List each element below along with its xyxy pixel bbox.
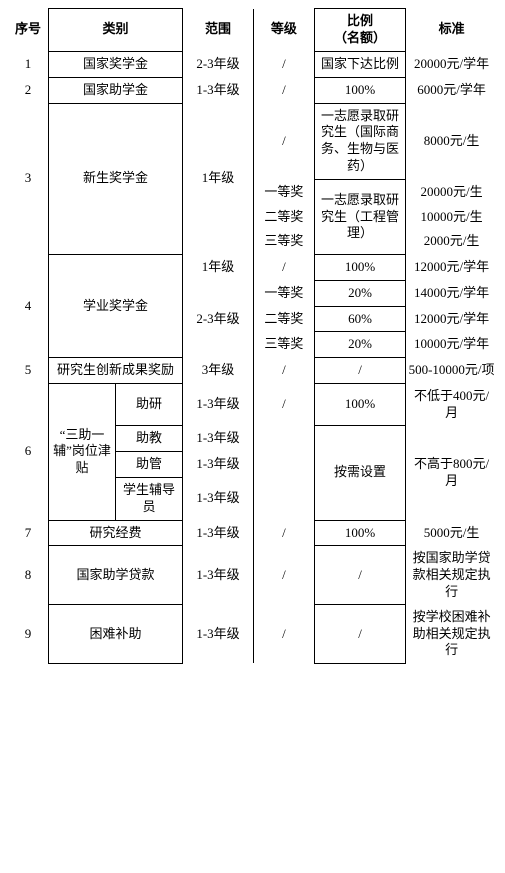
cell-grade: / <box>254 103 315 180</box>
cell-seq: 9 <box>8 605 49 664</box>
cell-seq: 3 <box>8 103 49 254</box>
cell-grade: / <box>254 384 315 426</box>
cell-std: 8000元/生 <box>406 103 497 180</box>
col-ratio: 比例 （名额） <box>314 9 405 52</box>
table-row: 9 困难补助 1-3年级 / / 按学校困难补助相关规定执行 <box>8 605 497 664</box>
cell-grade: 三等奖 <box>254 332 315 358</box>
cell-std: 不低于400元/月 <box>406 384 497 426</box>
col-seq: 序号 <box>8 9 49 52</box>
table-row: 7 研究经费 1-3年级 / 100% 5000元/生 <box>8 520 497 546</box>
cell-category: 国家助学贷款 <box>49 546 183 605</box>
cell-scope: 1-3年级 <box>183 426 254 452</box>
cell-ratio: / <box>314 358 405 384</box>
cell-category: 研究生创新成果奖励 <box>49 358 183 384</box>
cell-grade: 一等奖 <box>254 180 315 205</box>
cell-ratio: 100% <box>314 384 405 426</box>
cell-category: 新生奖学金 <box>49 103 183 254</box>
cell-seq: 5 <box>8 358 49 384</box>
cell-ratio: 一志愿录取研究生（国际商务、生物与医药） <box>314 103 405 180</box>
cell-ratio: 国家下达比例 <box>314 51 405 77</box>
table-row: 6 “三助一辅”岗位津贴 助研 1-3年级 / 100% 不低于400元/月 <box>8 384 497 426</box>
cell-ratio: / <box>314 546 405 605</box>
cell-std: 500-10000元/项 <box>406 358 497 384</box>
cell-seq: 1 <box>8 51 49 77</box>
cell-scope: 1-3年级 <box>183 520 254 546</box>
cell-grade: 二等奖 <box>254 205 315 230</box>
cell-ratio: 20% <box>314 280 405 306</box>
table-row: 1 国家奖学金 2-3年级 / 国家下达比例 20000元/学年 <box>8 51 497 77</box>
cell-scope: 1-3年级 <box>183 451 254 477</box>
cell-ratio: 60% <box>314 306 405 332</box>
cell-role: 助教 <box>116 426 183 452</box>
cell-grade: / <box>254 51 315 77</box>
cell-ratio: 按需设置 <box>314 426 405 521</box>
cell-seq: 8 <box>8 546 49 605</box>
cell-scope: 1-3年级 <box>183 77 254 103</box>
cell-ratio: 100% <box>314 77 405 103</box>
cell-std: 20000元/学年 <box>406 51 497 77</box>
cell-std: 14000元/学年 <box>406 280 497 306</box>
cell-category: 研究经费 <box>49 520 183 546</box>
cell-grade <box>254 426 315 521</box>
col-grade: 等级 <box>254 9 315 52</box>
cell-grade: 一等奖 <box>254 280 315 306</box>
cell-std: 12000元/学年 <box>406 254 497 280</box>
cell-std: 12000元/学年 <box>406 306 497 332</box>
cell-std: 按国家助学贷款相关规定执行 <box>406 546 497 605</box>
table-row: 8 国家助学贷款 1-3年级 / / 按国家助学贷款相关规定执行 <box>8 546 497 605</box>
cell-category: 国家助学金 <box>49 77 183 103</box>
cell-grade: / <box>254 77 315 103</box>
col-standard: 标准 <box>406 9 497 52</box>
cell-scope: 1-3年级 <box>183 546 254 605</box>
cell-ratio: / <box>314 605 405 664</box>
table-row: 5 研究生创新成果奖励 3年级 / / 500-10000元/项 <box>8 358 497 384</box>
cell-std: 2000元/生 <box>406 229 497 254</box>
cell-grade: / <box>254 546 315 605</box>
cell-scope: 1-3年级 <box>183 605 254 664</box>
col-scope: 范围 <box>183 9 254 52</box>
cell-grade: 三等奖 <box>254 229 315 254</box>
cell-scope: 2-3年级 <box>183 280 254 358</box>
cell-std: 按学校困难补助相关规定执行 <box>406 605 497 664</box>
table-header-row: 序号 类别 范围 等级 比例 （名额） 标准 <box>8 9 497 52</box>
cell-ratio: 一志愿录取研究生（工程管理） <box>314 180 405 255</box>
cell-role: 学生辅导员 <box>116 477 183 520</box>
cell-seq: 7 <box>8 520 49 546</box>
table-row: 4 学业奖学金 1年级 / 100% 12000元/学年 <box>8 254 497 280</box>
cell-std: 5000元/生 <box>406 520 497 546</box>
cell-scope: 1-3年级 <box>183 384 254 426</box>
col-category: 类别 <box>49 9 183 52</box>
cell-grade: / <box>254 358 315 384</box>
cell-ratio: 20% <box>314 332 405 358</box>
cell-seq: 4 <box>8 254 49 358</box>
scholarship-table: 序号 类别 范围 等级 比例 （名额） 标准 1 国家奖学金 2-3年级 / 国… <box>8 8 497 664</box>
table-row: 2 国家助学金 1-3年级 / 100% 6000元/学年 <box>8 77 497 103</box>
cell-role: 助管 <box>116 451 183 477</box>
cell-seq: 6 <box>8 384 49 520</box>
cell-scope: 1年级 <box>183 103 254 254</box>
cell-std: 20000元/生 <box>406 180 497 205</box>
cell-grade: / <box>254 605 315 664</box>
cell-ratio: 100% <box>314 254 405 280</box>
cell-scope: 3年级 <box>183 358 254 384</box>
cell-category: 国家奖学金 <box>49 51 183 77</box>
cell-category: 学业奖学金 <box>49 254 183 358</box>
cell-grade: / <box>254 254 315 280</box>
cell-std: 10000元/学年 <box>406 332 497 358</box>
cell-seq: 2 <box>8 77 49 103</box>
cell-scope: 1-3年级 <box>183 477 254 520</box>
cell-grade: / <box>254 520 315 546</box>
cell-scope: 1年级 <box>183 254 254 280</box>
cell-scope: 2-3年级 <box>183 51 254 77</box>
cell-role: 助研 <box>116 384 183 426</box>
cell-std: 10000元/生 <box>406 205 497 230</box>
cell-ratio: 100% <box>314 520 405 546</box>
cell-std: 不高于800元/月 <box>406 426 497 521</box>
cell-grade: 二等奖 <box>254 306 315 332</box>
table-row: 3 新生奖学金 1年级 / 一志愿录取研究生（国际商务、生物与医药） 8000元… <box>8 103 497 180</box>
cell-category: 困难补助 <box>49 605 183 664</box>
cell-category: “三助一辅”岗位津贴 <box>49 384 116 520</box>
cell-std: 6000元/学年 <box>406 77 497 103</box>
